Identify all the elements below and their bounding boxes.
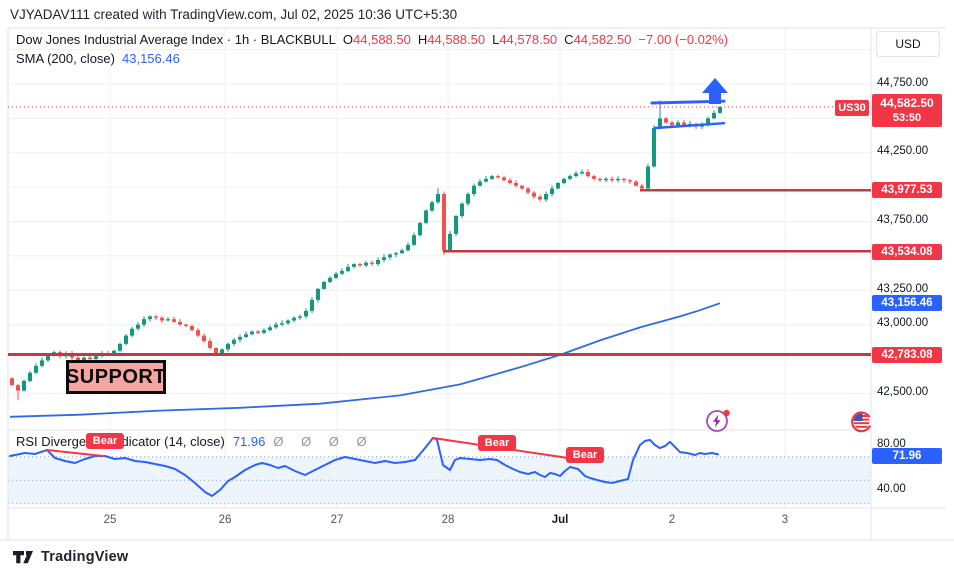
support-annotation[interactable]: SUPPORT [66,360,166,394]
sma-legend-label[interactable]: SMA (200, close) [16,51,115,66]
time-axis-tick[interactable]: Jul [551,514,569,526]
price-axis-tick[interactable]: 44,250.00 [877,145,929,157]
symbol-title[interactable]: Dow Jones Industrial Average Index · 1h … [16,32,336,47]
chart-legend: Dow Jones Industrial Average Index · 1h … [16,32,728,70]
footer-bar: TradingView [0,541,954,572]
time-axis-tick[interactable]: 25 [103,514,117,526]
bear-divergence-label[interactable]: Bear [478,435,516,451]
last-price-value: 44,582.50 [880,95,934,110]
brand-name[interactable]: TradingView [41,548,129,565]
instant-trading-button[interactable] [703,405,733,440]
bar-countdown: 53:50 [892,111,922,124]
last-price-label: 44,582.50 53:50 [872,94,942,127]
tradingview-logo-icon[interactable] [12,549,34,565]
change-value: −7.00 (−0.02%) [638,32,729,47]
price-axis-tick[interactable]: 43,750.00 [877,214,929,226]
price-axis-tick[interactable]: 42,500.00 [877,386,929,398]
us-flag-icon [851,411,872,433]
bear-divergence-label[interactable]: Bear [86,433,124,449]
ohlc-low: L44,578.50 [492,32,558,47]
price-axis-tick[interactable]: 44,750.00 [877,77,929,89]
lightning-icon [706,409,730,432]
rsi-divergence-markers: Ø Ø Ø Ø [273,434,374,449]
ohlc-high: H44,588.50 [417,32,486,47]
time-axis-tick[interactable]: 26 [218,514,232,526]
time-axis-tick[interactable]: 28 [441,514,455,526]
level-price-label: 42,783.08 [872,347,942,363]
rsi-value-label: 71.96 [872,448,942,464]
price-axis-tick[interactable]: 43,250.00 [877,283,929,295]
price-axis-tick[interactable]: 43,000.00 [877,317,929,329]
ohlc-open: O44,588.50 [342,32,411,47]
currency-button[interactable]: USD [876,31,940,57]
price-axis-tick[interactable]: 80.00 [877,438,906,450]
sma-legend-value: 43,156.46 [122,51,180,66]
bear-divergence-label[interactable]: Bear [566,447,604,463]
symbol-price-badge: US30 [835,100,869,116]
ohlc-close: C44,582.50 [564,32,632,47]
time-axis-tick[interactable]: 3 [781,514,789,526]
rsi-legend: RSI Divergence Indicator (14, close) 71.… [16,434,374,449]
price-axis-tick[interactable]: 40.00 [877,483,906,495]
time-axis-tick[interactable]: 2 [668,514,676,526]
sma-price-label: 43,156.46 [872,295,942,311]
watermark-header: VJYADAV111 created with TradingView.com,… [10,7,458,22]
time-axis-tick[interactable]: 27 [330,514,344,526]
level-price-label: 43,977.53 [872,182,942,198]
economic-calendar-button[interactable] [849,409,874,439]
level-price-label: 43,534.08 [872,244,942,260]
rsi-current-value: 71.96 [232,434,266,449]
